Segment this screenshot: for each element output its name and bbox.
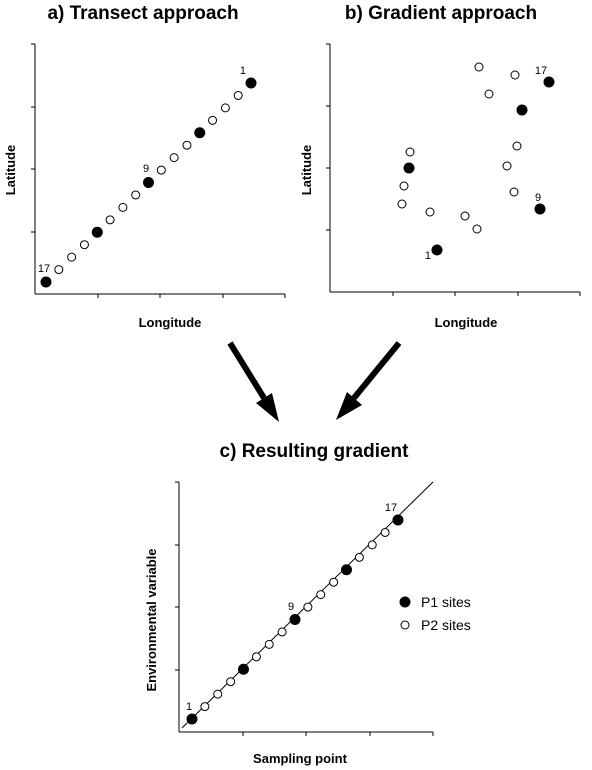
panel-a-title: a) Transect approach bbox=[47, 3, 238, 24]
panel-b-x-label: Longitude bbox=[435, 315, 498, 330]
panel-a-site-p2-2 bbox=[233, 90, 243, 100]
panel-c-y-ticks bbox=[175, 481, 179, 671]
panel-a-site-p1-13 bbox=[91, 226, 103, 238]
panel-a-label-first: 1 bbox=[240, 65, 246, 77]
panel-a-site-p2-15 bbox=[67, 252, 77, 262]
panel-b-site-p2-2 bbox=[472, 224, 482, 234]
arrow-from-b-to-c bbox=[336, 341, 402, 420]
panel-b-site-p2-8 bbox=[405, 147, 415, 157]
panel-c-site-p2-6 bbox=[251, 652, 261, 662]
panel-c-site-p2-15 bbox=[367, 540, 377, 550]
panel-a-site-p1-1 bbox=[245, 77, 257, 89]
panel-c-site-p2-12 bbox=[329, 577, 339, 587]
panel-b-site-p2-4 bbox=[425, 207, 435, 217]
panel-b-site-p1-17 bbox=[543, 76, 555, 88]
panel-c-label-middle: 9 bbox=[288, 601, 294, 613]
panel-a-site-p2-10 bbox=[131, 190, 141, 200]
panel-c-site-p2-7 bbox=[264, 639, 274, 649]
panel-b-y-label: Latitude bbox=[299, 145, 314, 196]
panel-b: b) Gradient approach Longitude Latitude … bbox=[299, 3, 581, 330]
panel-c-title: c) Resulting gradient bbox=[220, 441, 410, 462]
arrow-from-a-to-c bbox=[227, 341, 279, 422]
panel-a-site-p2-12 bbox=[105, 215, 115, 225]
panel-b-site-p2-12 bbox=[512, 141, 522, 151]
panel-b-site-p2-11 bbox=[502, 161, 512, 171]
panel-a-label-middle: 9 bbox=[143, 163, 149, 175]
panel-c-site-p1-9 bbox=[289, 614, 301, 625]
panel-c-y-label: Environmental variable bbox=[144, 548, 159, 691]
panel-c-site-p1-13 bbox=[341, 564, 352, 576]
panel-b-site-p2-5 bbox=[397, 199, 407, 209]
panel-b-site-p2-3 bbox=[460, 211, 470, 221]
legend-p1-label: P1 sites bbox=[421, 594, 471, 610]
panel-b-label-middle: 9 bbox=[535, 192, 541, 204]
panel-b-site-p2-16 bbox=[510, 70, 520, 80]
legend-p2-marker bbox=[400, 620, 410, 630]
panel-c-site-p2-11 bbox=[316, 590, 326, 600]
panel-a-x-ticks bbox=[97, 294, 286, 298]
panel-c-label-first: 1 bbox=[186, 701, 192, 713]
panel-a-label-last: 17 bbox=[38, 263, 50, 275]
panel-c-label-last: 17 bbox=[385, 502, 397, 514]
panel-a-site-p2-8 bbox=[156, 165, 166, 175]
panel-b-label-last: 17 bbox=[535, 65, 547, 77]
panel-c-site-p1-1 bbox=[186, 713, 198, 725]
panel-c-site-p2-16 bbox=[380, 527, 390, 537]
panel-a-points bbox=[40, 77, 257, 288]
panel-c-site-p2-3 bbox=[213, 689, 223, 699]
panel-a-site-p2-3 bbox=[220, 103, 230, 113]
panel-a-y-ticks bbox=[31, 43, 35, 233]
panel-b-site-p1-13 bbox=[516, 104, 528, 116]
panel-a: a) Transect approach Longitude Latitude … bbox=[3, 3, 286, 330]
panel-b-site-p1-9 bbox=[534, 203, 546, 215]
panel-c-points bbox=[186, 514, 404, 725]
panel-b-site-p2-6 bbox=[399, 181, 409, 191]
panel-b-site-p2-14 bbox=[484, 89, 494, 99]
panel-b-label-first: 1 bbox=[425, 250, 431, 262]
panel-c-site-p1-17 bbox=[392, 514, 404, 526]
panel-a-site-p2-11 bbox=[118, 202, 128, 212]
panel-c-site-p2-4 bbox=[226, 677, 236, 687]
panel-a-site-p1-9 bbox=[143, 177, 154, 188]
panel-c-site-p2-14 bbox=[354, 552, 364, 562]
panel-c-x-label: Sampling point bbox=[253, 751, 348, 766]
panel-a-site-p2-14 bbox=[79, 240, 89, 250]
arrows bbox=[227, 341, 402, 422]
panel-a-y-label: Latitude bbox=[3, 145, 18, 196]
panel-b-site-p1-7 bbox=[403, 162, 415, 174]
legend-p1-marker bbox=[399, 596, 411, 608]
panel-b-site-p1-1 bbox=[431, 244, 443, 256]
panel-b-site-p2-10 bbox=[509, 187, 519, 197]
panel-a-site-p1-5 bbox=[194, 127, 206, 139]
panel-c-site-p1-5 bbox=[238, 663, 249, 675]
panel-a-site-p2-4 bbox=[208, 115, 218, 125]
legend: P1 sites P2 sites bbox=[399, 594, 471, 633]
panel-c: c) Resulting gradient Sampling point Env… bbox=[144, 441, 434, 766]
legend-p2-label: P2 sites bbox=[421, 617, 471, 633]
panel-a-site-p2-6 bbox=[182, 140, 192, 150]
panel-b-points bbox=[397, 62, 555, 256]
panel-c-site-p2-8 bbox=[277, 627, 287, 637]
panel-a-site-p2-16 bbox=[54, 265, 64, 275]
panel-a-x-label: Longitude bbox=[139, 315, 202, 330]
panel-b-y-ticks bbox=[326, 43, 330, 231]
panel-a-site-p2-7 bbox=[169, 153, 179, 163]
panel-b-x-ticks bbox=[392, 292, 581, 296]
panel-a-site-p1-17 bbox=[40, 276, 52, 288]
panel-b-title: b) Gradient approach bbox=[345, 3, 537, 24]
panel-b-site-p2-15 bbox=[474, 62, 484, 72]
panel-c-site-p2-10 bbox=[303, 602, 313, 612]
panel-c-x-ticks bbox=[242, 732, 434, 736]
panel-c-site-p2-2 bbox=[200, 702, 210, 712]
